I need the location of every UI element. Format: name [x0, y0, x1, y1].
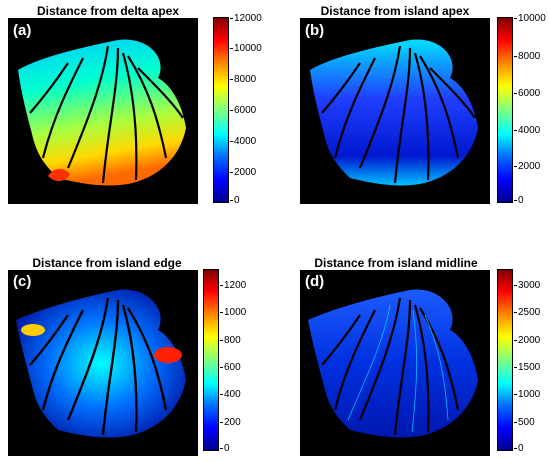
delta-map-image [300, 270, 490, 456]
tick-label: 4000 [513, 125, 541, 136]
tick-label: 2500 [513, 307, 541, 318]
panel-title: Distance from island apex [320, 4, 470, 18]
panel-label: (b) [305, 22, 325, 39]
tick-label: 800 [220, 335, 241, 346]
tick-label: 0 [230, 195, 240, 206]
tick-label: 600 [220, 362, 241, 373]
tick-label: 8000 [229, 74, 257, 85]
colorbar [497, 269, 513, 451]
colorbar [213, 17, 229, 203]
delta-map-image [8, 270, 198, 456]
colorbar [203, 269, 219, 451]
delta-map-image [300, 18, 490, 204]
delta-map-image [8, 18, 198, 204]
tick-label: 10000 [230, 43, 262, 54]
tick-label: 0 [514, 443, 524, 454]
panel-title: Distance from island edge [32, 256, 182, 270]
tick-label: 1500 [513, 362, 541, 373]
tick-label: 1200 [219, 280, 247, 291]
panel-label: (d) [305, 273, 325, 290]
tick-label: 0 [514, 195, 524, 206]
tick-label: 4000 [229, 136, 257, 147]
tick-label: 400 [220, 389, 241, 400]
tick-label: 8000 [513, 51, 541, 62]
tick-label: 6000 [229, 105, 257, 116]
tick-label: 12000 [230, 13, 262, 24]
tick-label: 2000 [513, 335, 541, 346]
tick-label: 6000 [513, 88, 541, 99]
tick-label: 1000 [219, 307, 247, 318]
tick-label: 2000 [229, 167, 257, 178]
panel-label: (a) [13, 22, 32, 39]
panel-title: Distance from island midline [314, 256, 478, 270]
tick-label: 500 [514, 417, 535, 428]
tick-label: 200 [220, 417, 241, 428]
colorbar [497, 17, 513, 203]
panel-label: (c) [13, 273, 32, 290]
tick-label: 1000 [513, 389, 541, 400]
tick-label: 3000 [513, 280, 541, 291]
tick-label: 0 [220, 443, 230, 454]
tick-label: 2000 [513, 161, 541, 172]
tick-label: 10000 [514, 13, 546, 24]
panel-title: Distance from delta apex [36, 4, 180, 18]
